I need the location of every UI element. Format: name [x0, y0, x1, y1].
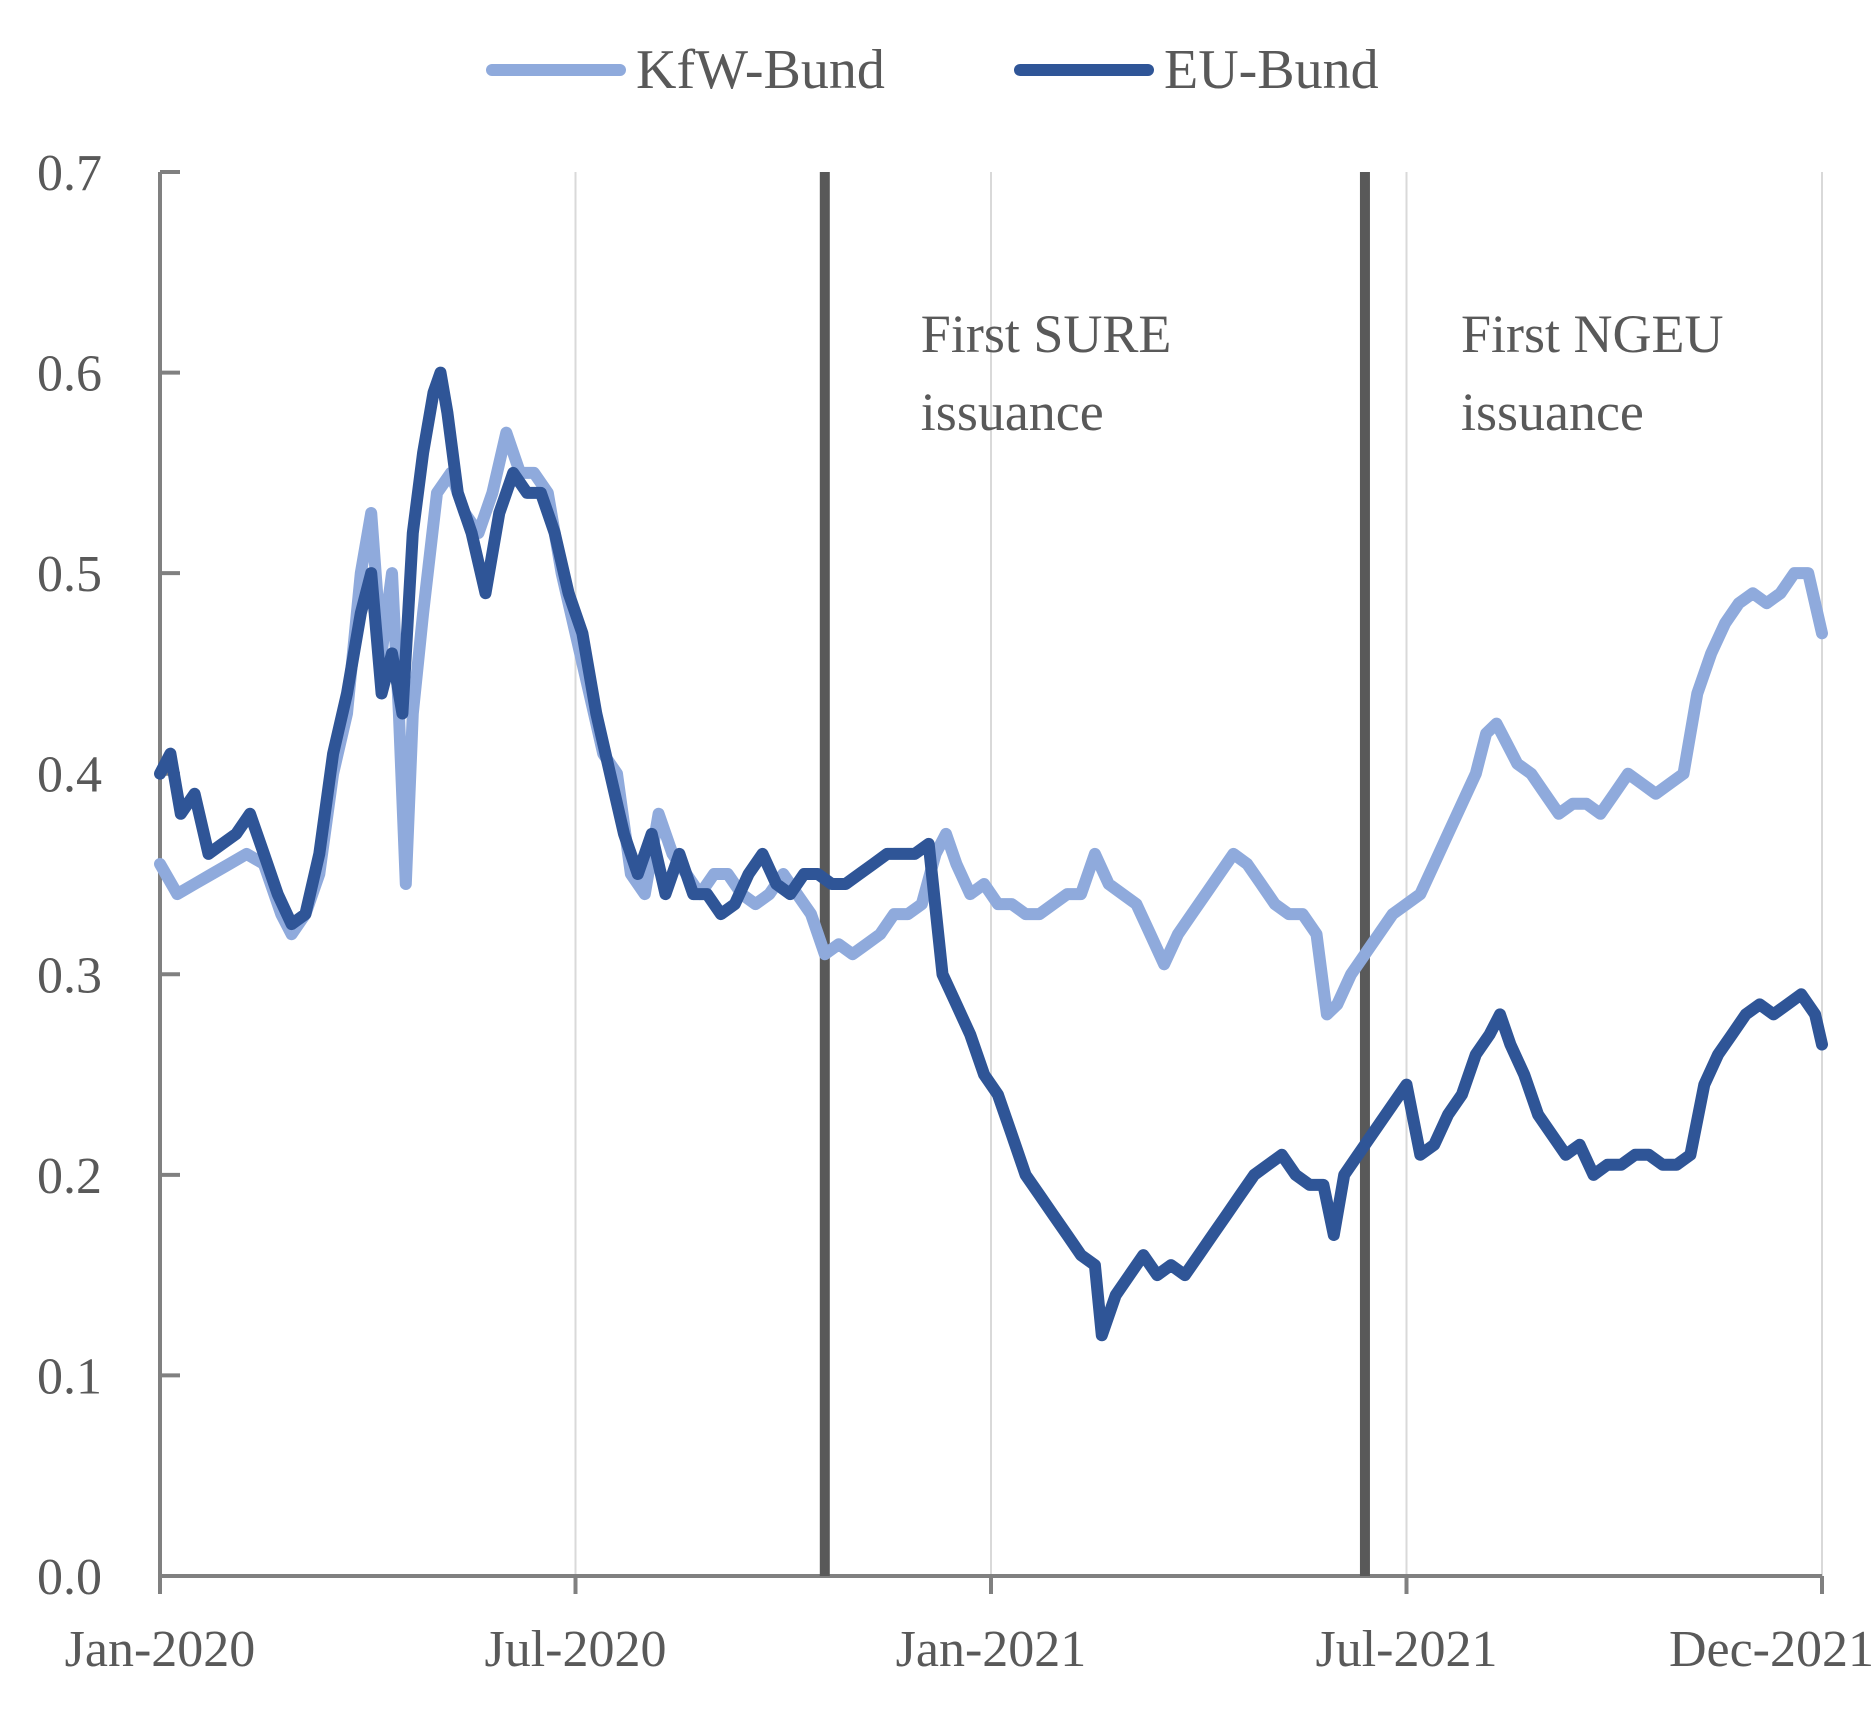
series-line-kfw-bund	[154, 426, 1828, 1021]
event-label: First NGEU	[1461, 304, 1724, 364]
x-tick-label: Jan-2021	[896, 1621, 1087, 1678]
x-tick-label: Jul-2020	[485, 1621, 667, 1678]
y-tick-label: 0.2	[37, 1148, 102, 1205]
x-tick-label: Jan-2020	[65, 1621, 256, 1678]
event-label: issuance	[1461, 382, 1644, 442]
y-tick-label: 0.7	[37, 145, 102, 202]
legend: KfW-Bund EU-Bund	[486, 39, 1379, 101]
x-tick-label: Jul-2021	[1316, 1621, 1498, 1678]
legend-label-eu-bund: EU-Bund	[1164, 39, 1379, 101]
y-tick-label: 0.3	[37, 947, 102, 1004]
x-tick-label: Dec-2021	[1669, 1621, 1874, 1678]
series-lines	[154, 366, 1828, 1342]
gridlines	[574, 172, 1823, 1576]
series-line-eu-bund	[154, 366, 1828, 1342]
y-tick-label: 0.0	[37, 1549, 102, 1606]
y-tick-label: 0.4	[37, 747, 102, 804]
event-markers: First SURE issuance First NGEU issuance	[819, 172, 1724, 1576]
y-tick-label: 0.6	[37, 346, 102, 403]
y-tick-label: 0.1	[37, 1348, 102, 1405]
y-tick-label: 0.5	[37, 546, 102, 603]
event-label: First SURE	[921, 304, 1172, 364]
legend-label-kfw-bund: KfW-Bund	[636, 39, 885, 101]
event-label: issuance	[921, 382, 1104, 442]
